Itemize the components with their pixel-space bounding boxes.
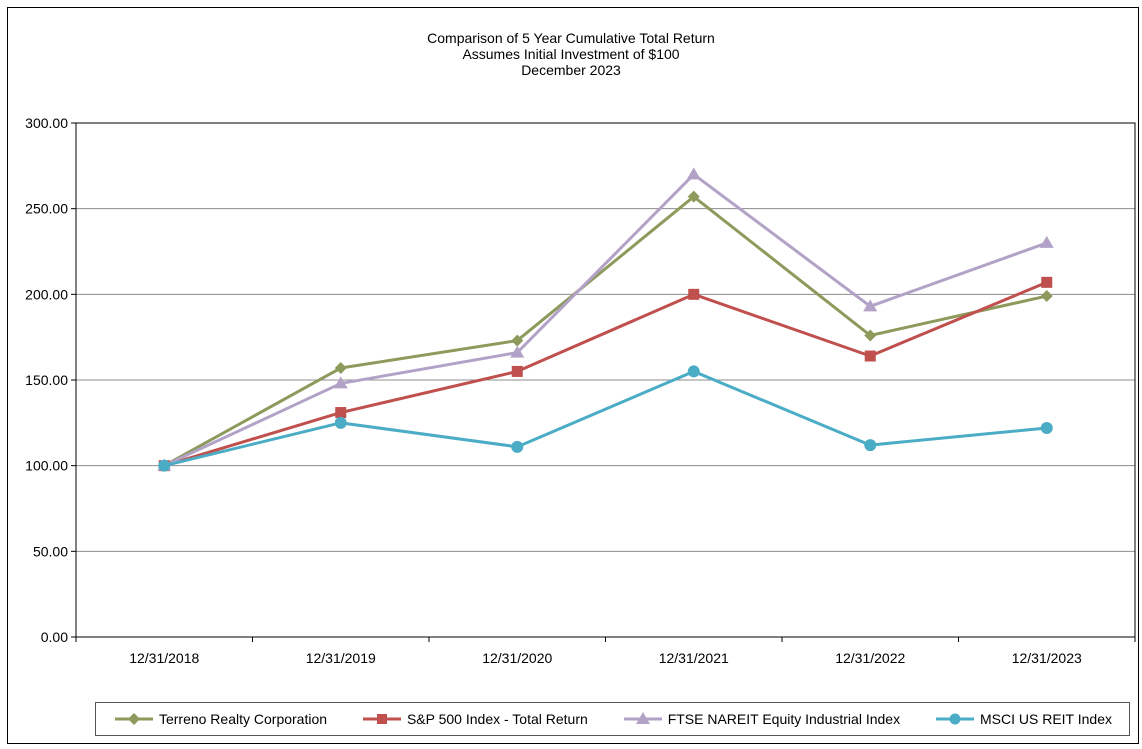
series-line	[163, 172, 1048, 468]
data-point	[686, 167, 701, 180]
legend-item: FTSE NAREIT Equity Industrial Index	[622, 711, 900, 727]
chart-subtitle-date: December 2023	[521, 62, 621, 78]
data-point	[1040, 290, 1053, 303]
legend-swatch	[362, 714, 401, 724]
data-point	[511, 440, 524, 453]
y-tick-label: 0.00	[41, 629, 68, 645]
data-point	[510, 345, 525, 358]
x-tick-label: 12/31/2019	[306, 650, 376, 666]
y-tick-label: 250.00	[25, 201, 68, 217]
y-tick-label: 200.00	[25, 286, 68, 302]
data-point	[334, 362, 347, 375]
data-point	[511, 334, 524, 347]
legend-item: Terreno Realty Corporation	[113, 711, 327, 727]
series-line	[163, 369, 1047, 468]
data-point	[333, 376, 348, 389]
legend-swatch	[623, 712, 662, 724]
data-point	[864, 329, 877, 342]
data-point	[687, 365, 700, 378]
x-tick-label: 12/31/2022	[835, 650, 905, 666]
legend-item: S&P 500 Index - Total Return	[361, 711, 588, 727]
legend-item: MSCI US REIT Index	[934, 711, 1112, 727]
legend-label: Terreno Realty Corporation	[158, 711, 328, 727]
data-point	[1039, 235, 1054, 248]
data-point	[1041, 276, 1053, 288]
data-point	[864, 439, 877, 452]
legend-swatch	[114, 713, 153, 725]
data-point	[334, 416, 347, 429]
chart-titles: Comparison of 5 Year Cumulative Total Re…	[0, 30, 1142, 78]
chart-subtitle: Assumes Initial Investment of $100	[462, 46, 680, 62]
y-tick-label: 100.00	[25, 458, 68, 474]
data-point	[864, 350, 876, 362]
x-tick-label: 12/31/2023	[1012, 650, 1082, 666]
legend-label: FTSE NAREIT Equity Industrial Index	[667, 711, 901, 727]
chart-frame	[7, 7, 1139, 744]
series-line	[163, 280, 1048, 468]
legend-label: MSCI US REIT Index	[979, 711, 1112, 727]
x-tick-label: 12/31/2018	[129, 650, 199, 666]
series-line	[163, 195, 1048, 467]
y-tick-label: 50.00	[33, 543, 68, 559]
chart-title: Comparison of 5 Year Cumulative Total Re…	[427, 30, 715, 46]
x-tick-label: 12/31/2021	[659, 650, 729, 666]
y-tick-label: 150.00	[25, 372, 68, 388]
data-point	[511, 365, 523, 377]
y-tick-label: 300.00	[25, 115, 68, 131]
chart-legend: Terreno Realty Corporation S&P 500 Index …	[95, 702, 1130, 736]
data-point	[688, 288, 700, 300]
x-tick-label: 12/31/2020	[482, 650, 552, 666]
data-point	[1040, 421, 1053, 434]
data-point	[158, 459, 171, 472]
line-chart: 0.00 50.00 100.00 150.00 200.00 250.00 300.00 1…	[25, 115, 1136, 666]
legend-label: S&P 500 Index - Total Return	[406, 711, 588, 727]
data-point	[687, 190, 700, 203]
data-point	[863, 299, 878, 312]
legend-swatch	[935, 713, 974, 725]
data-point	[335, 407, 347, 419]
